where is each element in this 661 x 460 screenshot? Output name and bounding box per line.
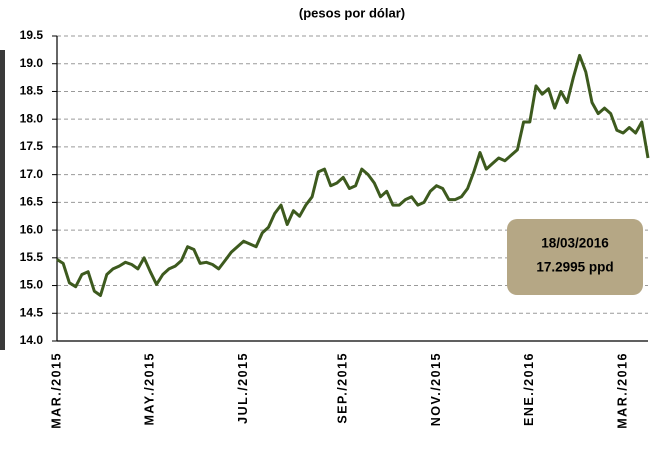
annotation-box (507, 219, 643, 295)
y-tick-label: 14.0 (20, 333, 44, 347)
y-tick-label: 16.0 (20, 222, 44, 236)
y-tick-label: 15.0 (20, 278, 44, 292)
chart-title: (pesos por dólar) (299, 5, 405, 20)
y-tick-label: 16.5 (20, 195, 44, 209)
annotation-text: 18/03/2016 (541, 236, 609, 251)
y-tick-label: 19.5 (20, 28, 44, 42)
y-tick-label: 17.0 (20, 167, 44, 181)
y-tick-label: 14.5 (20, 305, 44, 319)
y-tick-label: 18.5 (20, 84, 44, 98)
y-tick-label: 15.5 (20, 250, 44, 264)
annotation-text: 17.2995 ppd (536, 260, 613, 275)
y-tick-label: 19.0 (20, 56, 44, 70)
y-tick-label: 18.0 (20, 111, 44, 125)
edge-strip (0, 50, 5, 350)
x-tick-label: JUL./2015 (236, 352, 250, 424)
x-tick-label: MAR./2015 (49, 352, 63, 429)
series-line (56, 53, 650, 297)
x-tick-label: MAR./2016 (615, 352, 629, 429)
x-tick-label: MAY./2015 (143, 352, 157, 426)
x-tick-label: NOV./2015 (429, 352, 443, 426)
x-tick-label: ENE./2016 (522, 352, 536, 426)
y-tick-label: 17.5 (20, 139, 44, 153)
x-tick-label: SEP./2015 (335, 352, 349, 424)
